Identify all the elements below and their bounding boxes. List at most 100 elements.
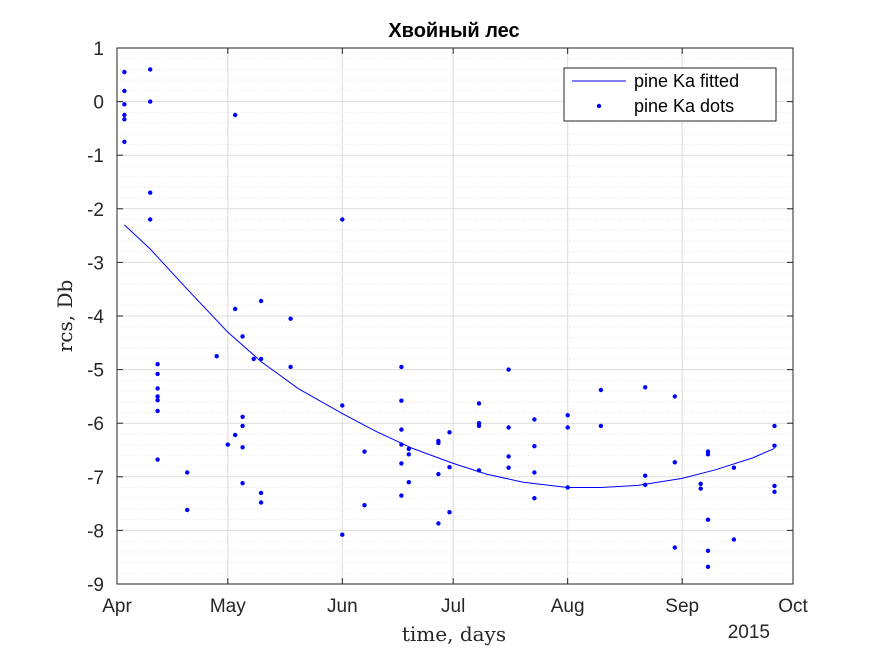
x-axis-year-label: 2015 (728, 622, 770, 643)
data-point (672, 545, 677, 550)
data-point (122, 112, 127, 118)
y-tick-label: -8 (87, 521, 104, 542)
data-point (506, 425, 511, 430)
data-point (251, 356, 256, 362)
data-point (532, 496, 537, 501)
scatter-dots-layer (122, 67, 777, 569)
data-point (240, 414, 245, 419)
data-point (155, 398, 160, 403)
data-point (436, 440, 441, 446)
data-point (705, 564, 711, 569)
data-point (258, 500, 264, 505)
data-point (705, 517, 711, 522)
data-point (240, 334, 245, 339)
data-point (225, 442, 230, 447)
data-point (772, 423, 777, 429)
data-point (565, 485, 570, 490)
data-point (399, 364, 404, 370)
data-point (155, 386, 160, 391)
data-point (185, 507, 190, 513)
data-point (476, 468, 482, 473)
data-point (406, 452, 411, 457)
data-point (155, 394, 160, 399)
y-tick-label: -1 (87, 146, 104, 167)
y-tick-label: -5 (87, 361, 104, 382)
data-point (532, 417, 537, 422)
legend-dots-swatch (596, 103, 602, 109)
data-point (705, 452, 711, 457)
data-point (672, 394, 677, 399)
y-tick-label: -6 (87, 414, 104, 435)
y-tick-label: -4 (87, 307, 104, 328)
data-point (772, 443, 777, 448)
data-point (672, 460, 677, 465)
y-tick-label: 1 (93, 39, 104, 60)
data-point (598, 387, 604, 393)
data-point (240, 423, 245, 429)
data-point (643, 385, 648, 390)
data-point (447, 430, 452, 435)
data-point (436, 521, 441, 526)
data-point (155, 457, 160, 462)
data-point (772, 489, 777, 494)
legend: pine Ka fitted pine Ka dots (563, 67, 777, 122)
data-point (185, 470, 190, 475)
data-point (122, 117, 127, 122)
data-point (258, 356, 264, 362)
y-tick-label: -7 (87, 468, 104, 489)
data-point (233, 306, 238, 312)
data-point (447, 465, 452, 470)
fitted-line (124, 224, 775, 488)
data-point (288, 364, 293, 370)
data-point (399, 442, 404, 447)
data-point (705, 548, 711, 553)
data-point (340, 217, 345, 222)
data-point (258, 490, 264, 496)
data-point (476, 423, 482, 429)
data-point (122, 102, 127, 107)
data-point (148, 67, 153, 72)
data-point (288, 316, 293, 321)
data-point (214, 354, 219, 359)
data-point (122, 88, 127, 94)
data-point (436, 471, 441, 477)
data-point (362, 449, 367, 454)
data-point (532, 470, 537, 475)
x-tick-label: Oct (778, 596, 808, 617)
x-tick-label: Aug (551, 596, 585, 617)
data-point (148, 190, 153, 195)
data-point (447, 510, 452, 515)
x-tick-label: Jun (327, 596, 358, 617)
data-point (643, 482, 648, 487)
x-axis-ticks: Apr May Jun Jul Aug Sep Oct (102, 48, 808, 617)
data-point (565, 413, 570, 418)
x-tick-label: May (210, 596, 246, 617)
data-point (233, 432, 238, 438)
data-point (698, 486, 703, 491)
data-point (240, 481, 245, 486)
data-point (772, 483, 777, 489)
data-point (155, 362, 160, 367)
data-point (565, 425, 570, 430)
major-grid (116, 47, 794, 585)
data-point (532, 444, 537, 449)
y-axis-label: rcs, Db (53, 280, 77, 353)
data-point (698, 481, 703, 486)
data-point (122, 139, 127, 144)
data-point (148, 99, 153, 104)
y-tick-label: -9 (87, 575, 104, 596)
data-point (155, 371, 160, 377)
data-point (122, 69, 127, 75)
chart-title: Хвойный лес (388, 20, 519, 42)
y-tick-label: -3 (87, 253, 104, 274)
data-point (598, 423, 604, 429)
y-tick-label: 0 (93, 93, 104, 114)
legend-fitted-label: pine Ka fitted (634, 71, 739, 91)
data-point (643, 473, 648, 478)
data-point (506, 367, 511, 372)
legend-box (563, 67, 777, 122)
data-point (399, 427, 404, 432)
data-point (233, 112, 238, 118)
data-point (399, 398, 404, 403)
